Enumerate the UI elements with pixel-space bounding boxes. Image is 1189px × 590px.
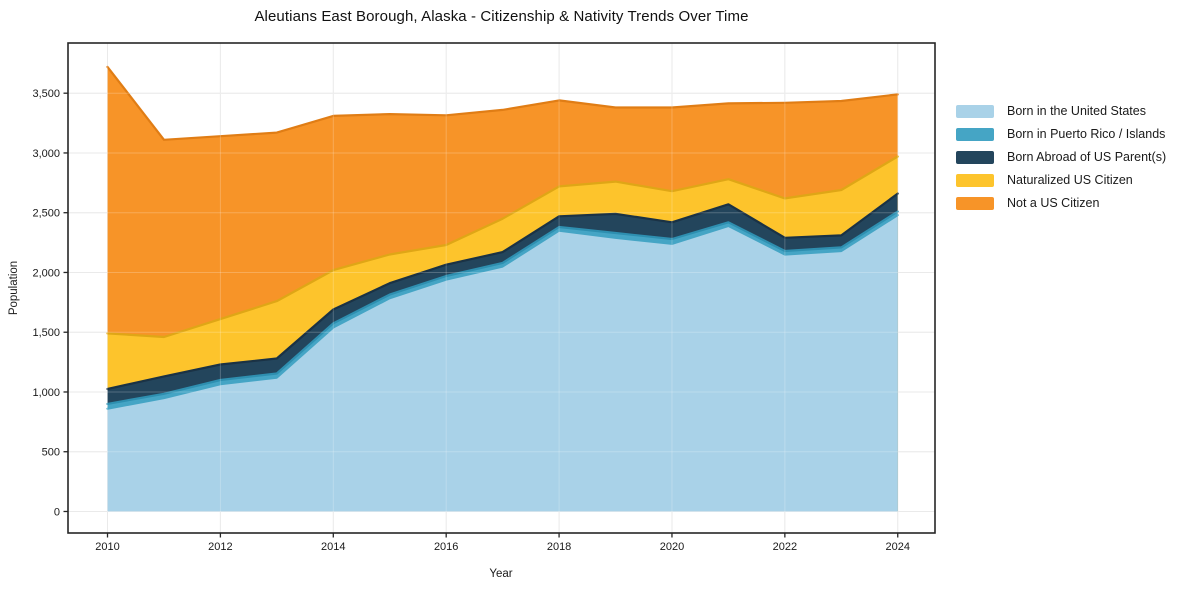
legend-swatch-icon (956, 174, 994, 187)
legend: Born in the United States Born in Puerto … (956, 105, 1166, 220)
legend-item-label: Born in Puerto Rico / Islands (1007, 127, 1166, 141)
x-tick-label: 2012 (208, 541, 232, 553)
legend-item-label: Born in the United States (1007, 104, 1146, 118)
legend-item-label: Naturalized US Citizen (1007, 173, 1133, 187)
area-edge-1 (106, 210, 899, 405)
legend-item-3: Naturalized US Citizen (956, 174, 1166, 187)
y-axis-label: Population (8, 261, 20, 315)
legend-swatch-icon (956, 128, 994, 141)
y-tick-label: 3,500 (32, 88, 60, 100)
y-tick-label: 2,500 (32, 208, 60, 220)
x-tick-label: 2020 (660, 541, 684, 553)
legend-item-2: Born Abroad of US Parent(s) (956, 151, 1166, 164)
y-tick-label: 2,000 (32, 267, 60, 279)
x-tick-label: 2014 (321, 541, 345, 553)
x-tick-label: 2018 (547, 541, 571, 553)
area-edge-2 (106, 192, 899, 391)
legend-item-label: Born Abroad of US Parent(s) (1007, 150, 1167, 164)
x-tick-label: 2024 (886, 541, 910, 553)
y-tick-label: 1,000 (32, 387, 60, 399)
legend-item-1: Born in Puerto Rico / Islands (956, 128, 1166, 141)
y-tick-label: 500 (42, 447, 60, 459)
legend-swatch-icon (956, 151, 994, 164)
area-series-0 (107, 215, 898, 512)
x-tick-label: 2016 (434, 541, 458, 553)
legend-item-0: Born in the United States (956, 105, 1166, 118)
legend-item-4: Not a US Citizen (956, 197, 1166, 210)
y-tick-label: 1,500 (32, 327, 60, 339)
legend-item-label: Not a US Citizen (1007, 196, 1100, 210)
x-tick-label: 2010 (95, 541, 119, 553)
area-edge-3 (106, 155, 899, 339)
area-edge-0 (106, 214, 899, 410)
x-axis-label: Year (489, 568, 512, 580)
y-tick-label: 0 (54, 506, 60, 518)
legend-swatch-icon (956, 105, 994, 118)
axes-frame (67, 42, 936, 534)
area-edge-4 (106, 65, 899, 141)
y-tick-label: 3,000 (32, 148, 60, 160)
legend-swatch-icon (956, 197, 994, 210)
x-tick-label: 2022 (773, 541, 797, 553)
chart-title: Aleutians East Borough, Alaska - Citizen… (254, 8, 749, 25)
